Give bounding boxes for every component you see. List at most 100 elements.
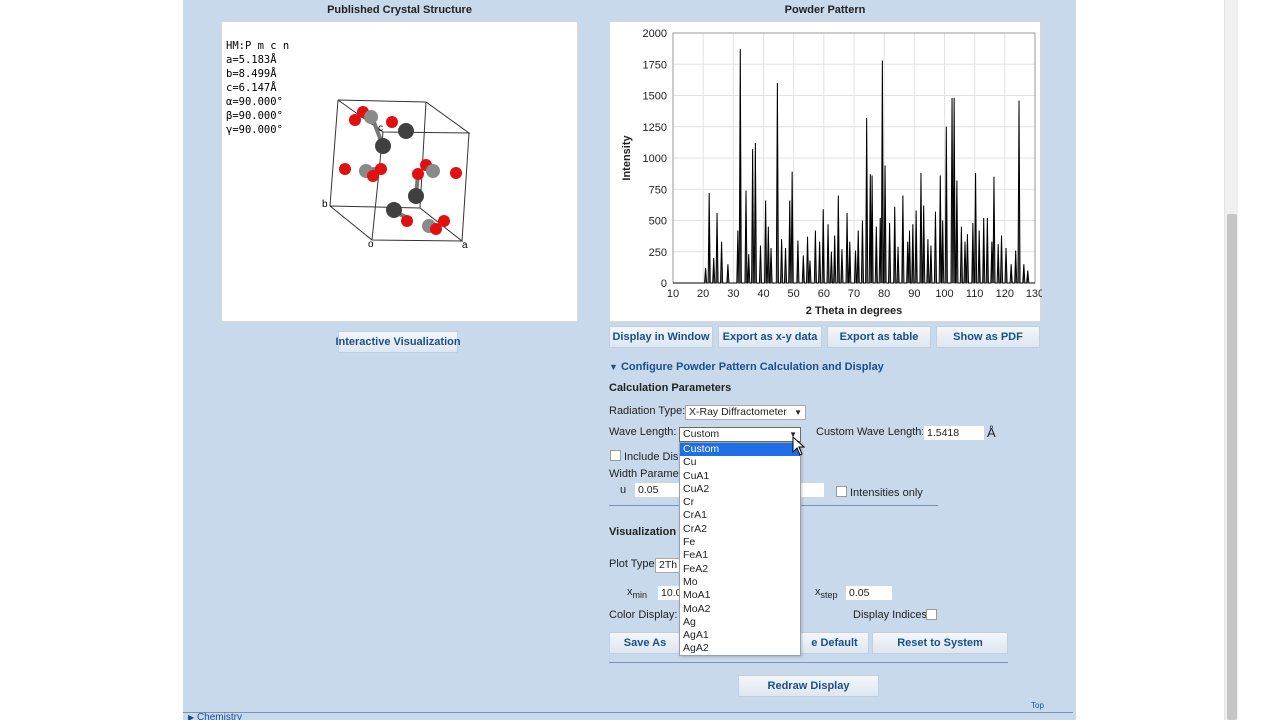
axis-c-label: c: [378, 123, 383, 134]
wave-option-aga1[interactable]: AgA1: [683, 629, 709, 642]
reset-to-system-button[interactable]: Reset to System: [872, 632, 1008, 654]
y-tick-label: 2000: [643, 28, 667, 40]
wave-option-cua1[interactable]: CuA1: [683, 469, 710, 482]
right-margin: [1238, 0, 1280, 720]
radiation-type-label: Radiation Type:: [609, 405, 686, 417]
wave-option-custom[interactable]: Custom: [680, 443, 800, 457]
interactive-visualization-button[interactable]: Interactive Visualization: [335, 331, 461, 353]
space-group: HM:P m c n: [226, 40, 290, 52]
x-tick-label: 110: [966, 288, 984, 300]
radiation-type-value: X-Ray Diffractometer: [689, 406, 787, 418]
crystal-panel-title: Published Crystal Structure: [327, 4, 472, 16]
configure-header: Configure Powder Pattern Calculation and…: [620, 361, 884, 373]
powder-panel-title: Powder Pattern: [784, 4, 866, 16]
x-tick-label: 100: [935, 288, 953, 300]
wave-option-fe[interactable]: Fe: [683, 536, 696, 549]
crystal-structure-viewer[interactable]: HM:P m c n a=5.183Å b=8.499Å c=6.147Å α=…: [221, 21, 578, 322]
wave-option-mo[interactable]: Mo: [683, 575, 698, 588]
y-axis-label: Intensity: [621, 135, 633, 181]
wave-option-cua2[interactable]: CuA2: [683, 482, 710, 495]
left-strip: [42, 0, 183, 720]
x-tick-label: 20: [697, 288, 709, 300]
wave-option-cr[interactable]: Cr: [683, 496, 695, 509]
x-tick-label: 60: [818, 288, 830, 300]
left-margin: [0, 0, 42, 720]
chemistry-section-toggle[interactable]: ▶ Chemistry: [188, 712, 242, 720]
x-tick-label: 120: [996, 288, 1014, 300]
show-pdf-button[interactable]: Show as PDF: [936, 326, 1040, 348]
wave-option-fea1[interactable]: FeA1: [683, 549, 709, 562]
include-disp-label: Include Disp: [624, 451, 685, 463]
width-param-input[interactable]: [800, 482, 825, 498]
xmin-label-sub: min: [632, 590, 648, 601]
scrollbar-thumb[interactable]: [1227, 214, 1237, 720]
export-table-button[interactable]: Export as table: [827, 326, 931, 348]
redraw-display-button[interactable]: Redraw Display: [738, 675, 879, 697]
x-tick-label: 40: [757, 288, 769, 300]
x-tick-label: 80: [878, 288, 890, 300]
triangle-down-icon: ▼: [609, 362, 618, 372]
dropdown-arrow-icon: ▼: [789, 430, 797, 439]
wave-option-moa2[interactable]: MoA2: [683, 602, 711, 615]
vertical-scrollbar[interactable]: [1224, 0, 1238, 720]
u-label: u: [620, 484, 627, 496]
xstep-input[interactable]: 0.05: [845, 585, 893, 601]
y-tick-label: 1000: [643, 153, 667, 165]
display-in-window-button[interactable]: Display in Window: [609, 326, 713, 348]
include-disp-checkbox[interactable]: [610, 450, 621, 461]
wave-option-ag[interactable]: Ag: [683, 615, 696, 628]
wave-option-aga2[interactable]: AgA2: [683, 642, 709, 655]
intensities-only-label: Intensities only: [850, 487, 923, 499]
plot-type-label: Plot Type:: [609, 558, 658, 570]
y-tick-label: 1500: [643, 91, 667, 103]
custom-wave-length-input[interactable]: 1.5418: [923, 425, 985, 441]
top-link[interactable]: Top: [1031, 701, 1044, 710]
save-as-button[interactable]: Save As: [609, 632, 681, 654]
wave-length-dropdown-list[interactable]: Custom Cu CuA1 CuA2 Cr CrA1 CrA2 Fe FeA1…: [679, 442, 801, 656]
intensities-only-checkbox[interactable]: [836, 486, 847, 497]
axis-o-label: o: [368, 239, 374, 250]
x-tick-label: 10: [667, 288, 679, 300]
set-default-button[interactable]: e Default: [800, 632, 869, 654]
cell-a: a=5.183Å: [226, 54, 277, 66]
divider: [183, 712, 1073, 713]
configure-toggle[interactable]: ▼ Configure Powder Pattern Calculation a…: [609, 361, 884, 373]
width-params-label: Width Paramete: [609, 468, 688, 480]
plot-type-select[interactable]: 2Th: [655, 558, 685, 573]
y-tick-label: 1750: [643, 59, 667, 71]
cell-b: b=8.499Å: [226, 68, 277, 80]
y-tick-label: 0: [661, 278, 667, 290]
wave-option-fea2[interactable]: FeA2: [683, 562, 709, 575]
wave-option-cra1[interactable]: CrA1: [683, 509, 707, 522]
powder-pattern-chart: 10 20 30 40 50 60 70 80 90 100 110 120 130 0 250 500 750…: [609, 21, 1042, 322]
chemistry-label: Chemistry: [196, 712, 242, 720]
wave-option-cu[interactable]: Cu: [683, 456, 697, 469]
export-xy-button[interactable]: Export as x-y data: [718, 326, 822, 348]
divider: [609, 662, 1008, 663]
x-tick-label: 70: [848, 288, 860, 300]
x-tick-label: 30: [727, 288, 739, 300]
cell-parameters: HM:P m c n a=5.183Å b=8.499Å c=6.147Å α=…: [226, 39, 289, 137]
wave-option-cra2[interactable]: CrA2: [683, 522, 707, 535]
radiation-type-select[interactable]: X-Ray Diffractometer ▼: [685, 405, 806, 420]
x-tick-label: 130: [1026, 288, 1042, 300]
wave-length-select[interactable]: Custom ▼: [679, 427, 801, 442]
visualization-heading: Visualization F: [609, 526, 686, 538]
angstrom-unit: Å: [987, 425, 996, 440]
display-indices-checkbox[interactable]: [926, 609, 937, 620]
x-tick-label: 50: [788, 288, 800, 300]
x-tick-label: 90: [908, 288, 920, 300]
cell-alpha: α=90.000°: [226, 96, 283, 108]
powder-chart-svg: 10 20 30 40 50 60 70 80 90 100 110 120 130 0 250 500 750…: [621, 28, 1042, 317]
wave-length-value: Custom: [683, 428, 720, 440]
u-input[interactable]: 0.05: [634, 482, 684, 498]
display-indices-label: Display Indices:: [853, 609, 931, 621]
xmin-label-x: x: [627, 586, 633, 598]
wave-option-moa1[interactable]: MoA1: [683, 589, 711, 602]
cell-c: c=6.147Å: [226, 82, 277, 94]
axis-b-label: b: [322, 199, 328, 210]
unit-cell-drawing: b c o a: [322, 99, 471, 251]
xstep-label: xstep: [815, 586, 838, 600]
xstep-label-x: x: [815, 586, 821, 598]
mouse-cursor-icon: [792, 436, 806, 456]
